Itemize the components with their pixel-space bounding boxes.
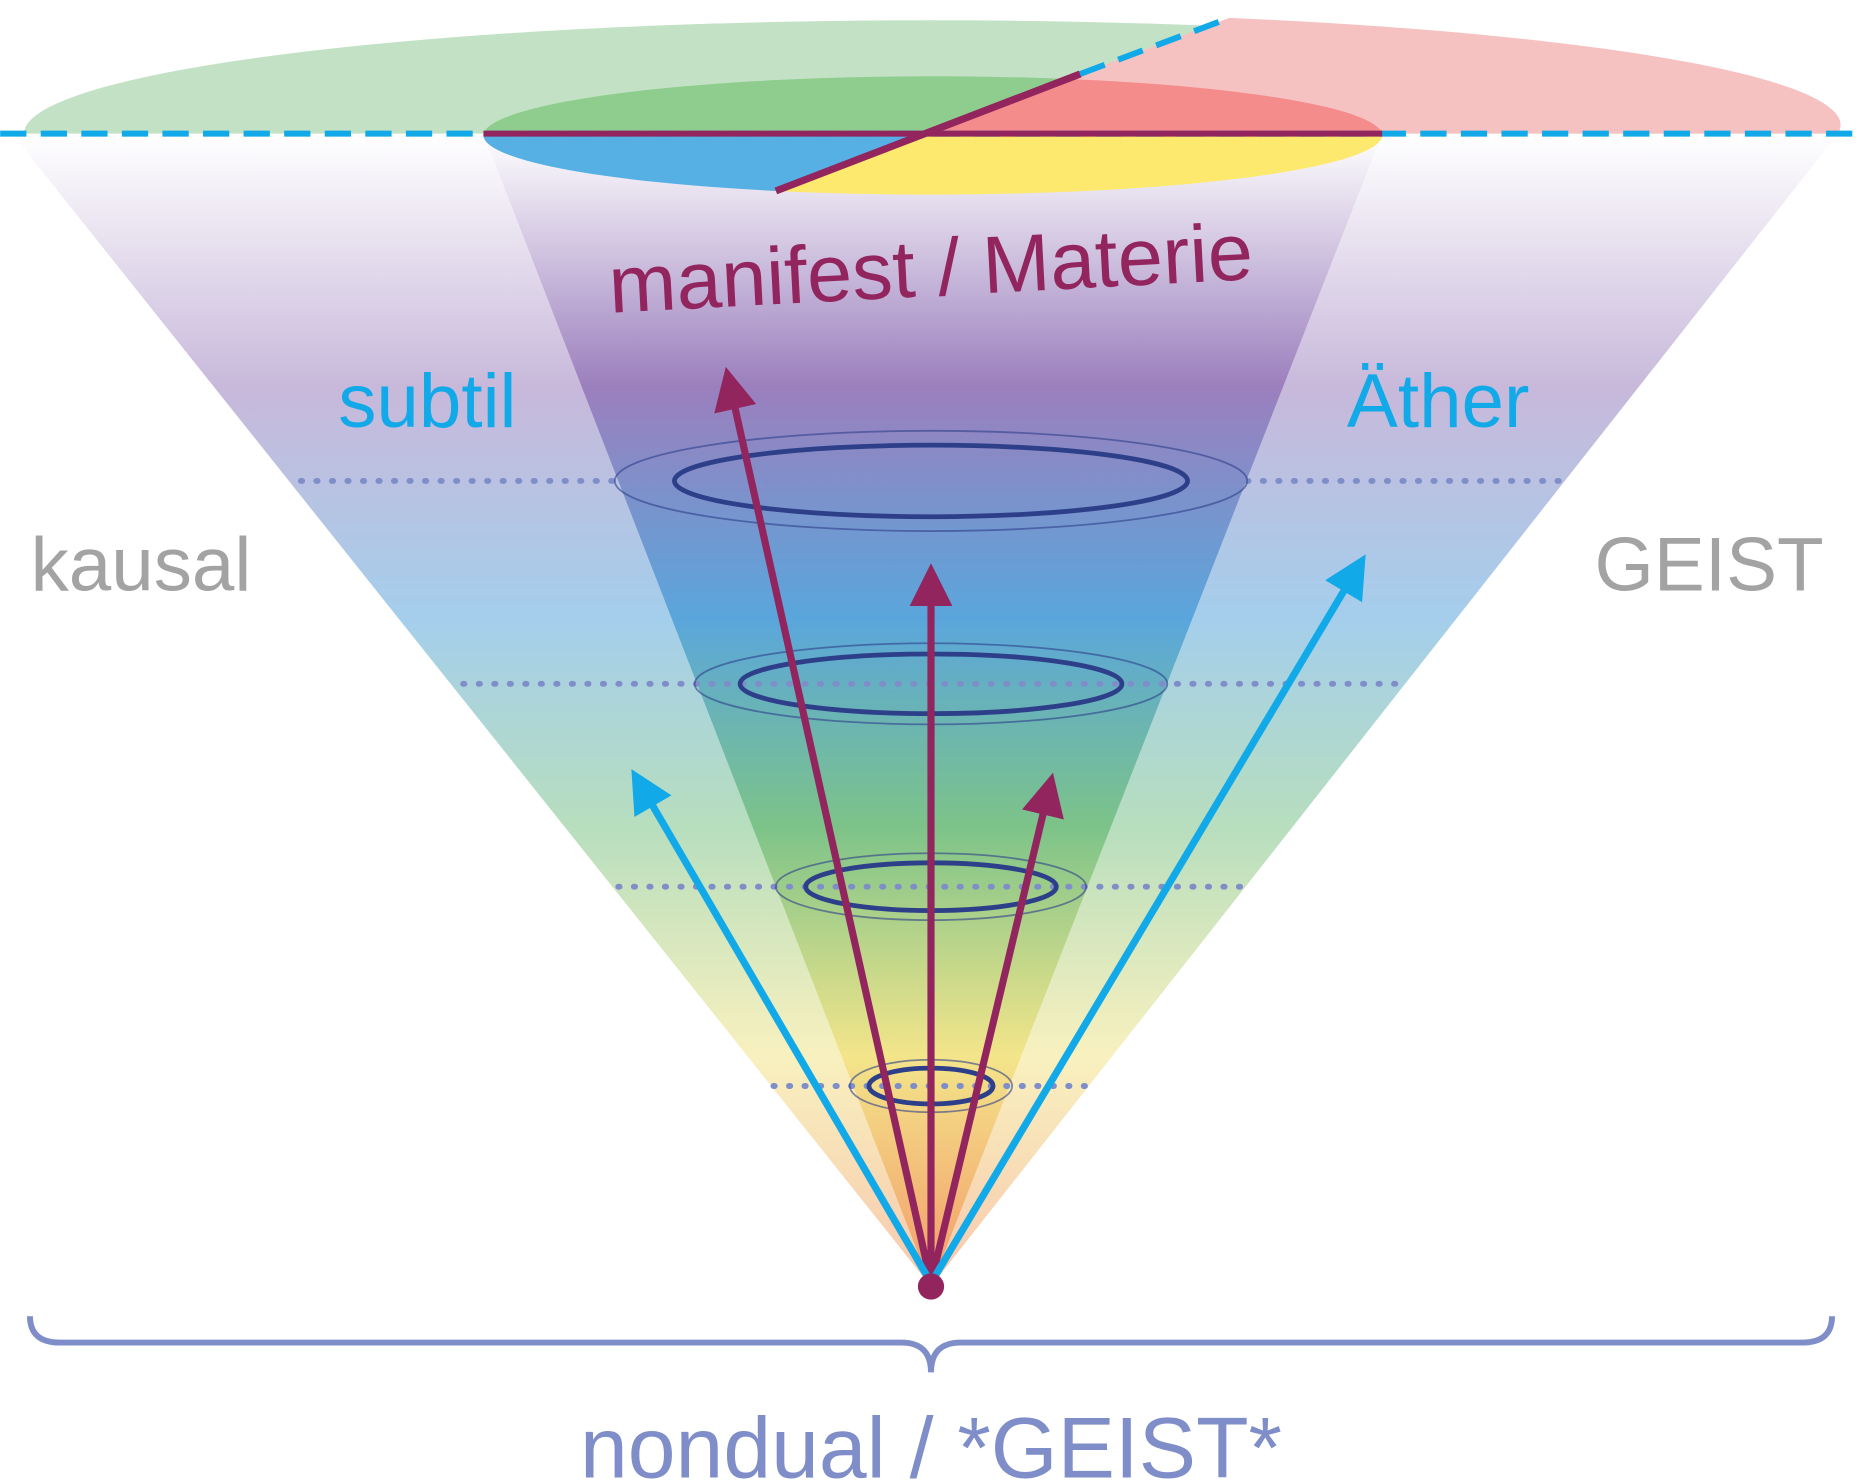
brace <box>30 1316 1832 1372</box>
origin <box>918 1273 944 1299</box>
label-nondual: nondual / *GEIST* <box>580 1400 1282 1481</box>
label-subtil: subtil <box>338 359 516 444</box>
page: {"labels":{"top":"manifest / Materie","s… <box>0 0 1862 1481</box>
label-kausal: kausal <box>31 523 252 608</box>
label-aether: Äther <box>1347 359 1530 444</box>
label-geist: GEIST <box>1595 523 1824 608</box>
diagram: manifest / Materie subtil Äther kausal G… <box>0 0 1862 1481</box>
